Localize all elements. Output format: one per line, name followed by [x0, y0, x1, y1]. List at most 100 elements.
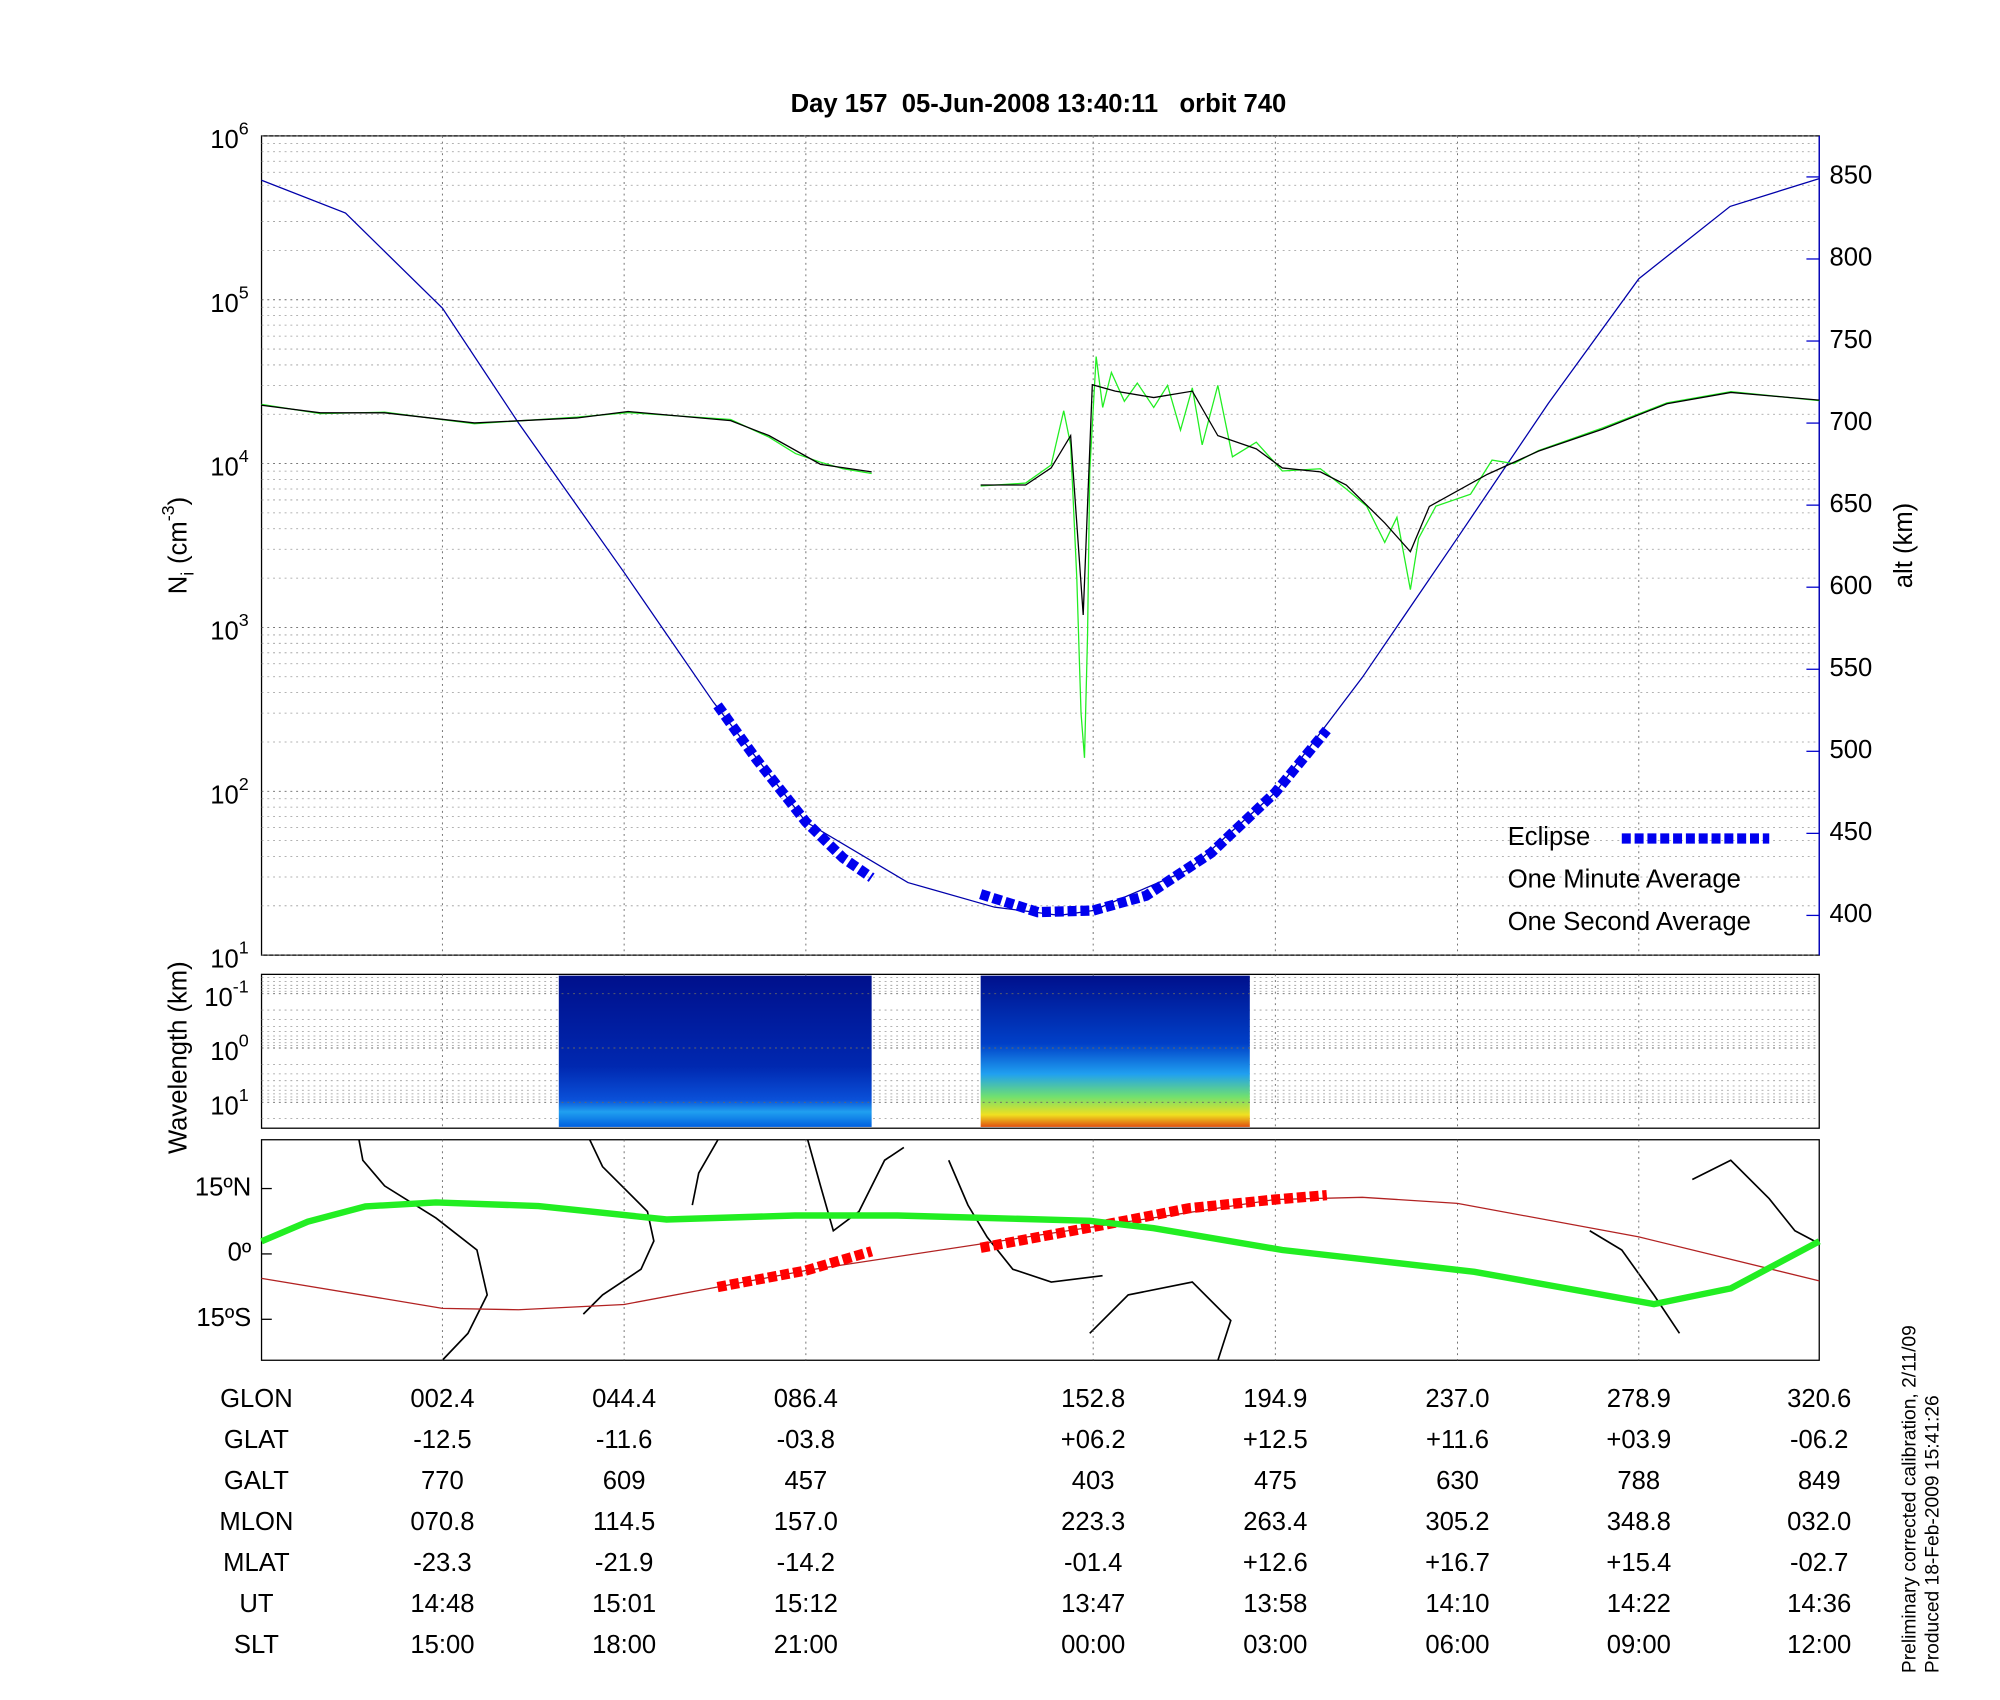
table-cell: +12.5 [1243, 1426, 1308, 1454]
table-row-label: GALT [224, 1467, 289, 1495]
chart-title: Day 157 05-Jun-2008 13:40:11 orbit 740 [791, 90, 1287, 118]
table-cell: 114.5 [593, 1508, 655, 1536]
spectrogram-frame [260, 973, 1820, 1129]
x-tick-label: 320.6 [1787, 1385, 1851, 1413]
table-cell: 305.2 [1425, 1508, 1489, 1536]
map-frame [260, 1139, 1820, 1361]
y-tick-label: 10-1 [204, 976, 248, 1012]
tick-base: 10 [210, 290, 239, 318]
x-tick-label: 194.9 [1243, 1385, 1307, 1413]
track-line [261, 1196, 1820, 1311]
footer-note: Produced 18-Feb-2009 15:41:26 [1922, 1395, 1943, 1673]
table-cell: -11.6 [596, 1426, 653, 1454]
y-label-unit: (cm [164, 521, 192, 564]
y-tick-label: 100 [210, 1030, 249, 1066]
y2-tick-label: 800 [1829, 244, 1872, 272]
spectrogram-block [980, 975, 1250, 1127]
table-cell: 032.0 [1787, 1508, 1851, 1536]
y2-tick-label: 750 [1829, 326, 1872, 354]
y-tick-label: 105 [210, 282, 249, 318]
table-cell: 348.8 [1607, 1508, 1671, 1536]
table-row-label: SLT [234, 1631, 279, 1659]
table-cell: +03.9 [1606, 1426, 1671, 1454]
y2-tick-label: 650 [1829, 490, 1872, 518]
table-cell: 070.8 [410, 1508, 474, 1536]
tick-base: 10 [210, 453, 239, 481]
tick-exponent: 1 [239, 937, 249, 957]
table-cell: 15:12 [774, 1590, 838, 1618]
tick-base: 10 [210, 945, 239, 973]
x-tick-label: 002.4 [410, 1385, 474, 1413]
tick-exponent: -1 [233, 976, 249, 996]
table-cell: 223.3 [1061, 1508, 1125, 1536]
table-cell: -03.8 [777, 1426, 835, 1454]
series-line [261, 177, 1820, 917]
table-cell: 14:10 [1425, 1590, 1489, 1618]
y-tick-label: 101 [210, 1085, 249, 1121]
tick-base: 10 [210, 617, 239, 645]
y-tick-label: 101 [210, 937, 249, 973]
table-cell: +12.6 [1243, 1549, 1308, 1577]
y-tick-label: 106 [210, 118, 249, 154]
tick-exponent: 4 [239, 446, 249, 466]
table-cell: 21:00 [774, 1631, 838, 1659]
table-row-label: MLON [219, 1508, 293, 1536]
table-cell: 14:36 [1787, 1590, 1851, 1618]
table-cell: 788 [1617, 1467, 1660, 1495]
series-line [261, 383, 1820, 616]
table-cell: 630 [1436, 1467, 1479, 1495]
table-cell: 15:01 [592, 1590, 656, 1618]
footer-note: Preliminary corrected calibration, 2/11/… [1899, 1325, 1920, 1673]
legend-label: One Second Average [1508, 908, 1751, 936]
y-label-sup: -3 [158, 505, 178, 521]
table-cell: 03:00 [1243, 1631, 1307, 1659]
table-cell: 770 [421, 1467, 464, 1495]
y-label-sub: i [177, 572, 197, 576]
tick-exponent: 0 [239, 1030, 249, 1050]
y-tick-label: 15ºN [195, 1173, 251, 1201]
table-cell: 263.4 [1243, 1508, 1307, 1536]
y2-tick-label: 500 [1829, 736, 1872, 764]
y2-axis-label: alt (km) [1890, 503, 1918, 588]
y2-tick-label: 850 [1829, 162, 1872, 190]
table-cell: 12:00 [1787, 1631, 1851, 1659]
table-cell: 13:58 [1243, 1590, 1307, 1618]
table-cell: 849 [1798, 1467, 1841, 1495]
table-cell: +06.2 [1061, 1426, 1126, 1454]
table-cell: 609 [603, 1467, 646, 1495]
y-axis-label: Wavelength (km) [164, 961, 192, 1154]
y-axis-label: Ni (cm-3) [158, 497, 197, 594]
tick-base: 10 [210, 1092, 239, 1120]
table-cell: -21.9 [595, 1549, 653, 1577]
table-cell: +16.7 [1425, 1549, 1490, 1577]
y-tick-label: 103 [210, 610, 249, 646]
series-line [261, 356, 1820, 758]
y2-tick-label: 400 [1829, 900, 1872, 928]
x-tick-label: 278.9 [1607, 1385, 1671, 1413]
y-tick-label: 104 [210, 446, 249, 482]
table-cell: 06:00 [1425, 1631, 1489, 1659]
table-cell: 403 [1072, 1467, 1115, 1495]
table-cell: 09:00 [1607, 1631, 1671, 1659]
table-cell: 14:22 [1607, 1590, 1671, 1618]
table-cell: 15:00 [410, 1631, 474, 1659]
tick-base: 10 [204, 984, 233, 1012]
tick-exponent: 2 [239, 774, 249, 794]
y2-tick-label: 550 [1829, 654, 1872, 682]
y2-tick-label: 600 [1829, 572, 1872, 600]
table-cell: +15.4 [1606, 1549, 1671, 1577]
x-tick-label: 086.4 [774, 1385, 838, 1413]
y-tick-label: 0º [228, 1239, 252, 1267]
table-cell: -12.5 [413, 1426, 471, 1454]
y-tick-label: 15ºS [196, 1304, 251, 1332]
table-cell: -14.2 [777, 1549, 835, 1577]
y2-tick-label: 450 [1829, 818, 1872, 846]
legend-label: One Minute Average [1508, 866, 1741, 894]
table-row-label: UT [239, 1590, 274, 1618]
table-cell: -23.3 [413, 1549, 471, 1577]
table-cell: 457 [784, 1467, 827, 1495]
spectrogram-block [558, 975, 872, 1127]
track-line [260, 1199, 1821, 1308]
table-cell: 475 [1254, 1467, 1297, 1495]
table-cell: 157.0 [774, 1508, 838, 1536]
